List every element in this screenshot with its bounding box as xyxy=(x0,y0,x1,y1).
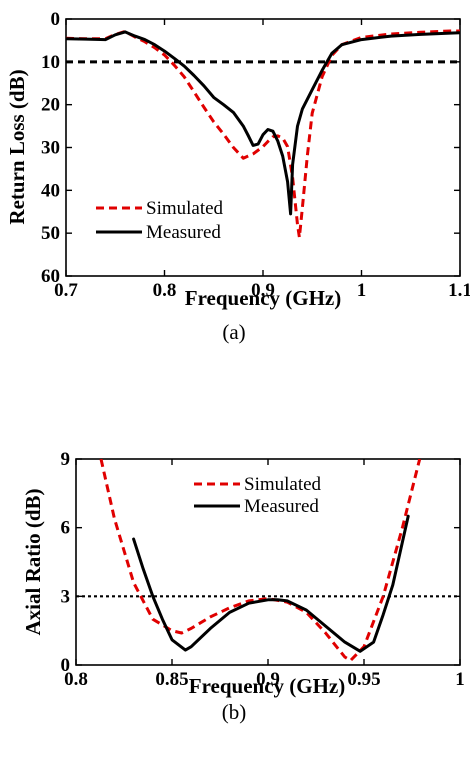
legend-label-measured: Measured xyxy=(146,222,221,243)
y-tick-label: 6 xyxy=(61,518,71,539)
y-tick-label: 3 xyxy=(61,586,71,607)
panel-caption: (a) xyxy=(222,320,245,344)
plot-area xyxy=(99,459,422,662)
series-line-measured xyxy=(132,514,410,653)
y-tick-label: 0 xyxy=(51,9,61,30)
x-tick-label: 0.9 xyxy=(251,280,275,301)
x-tick-label: 1 xyxy=(357,280,367,301)
x-tick-label: 0.8 xyxy=(153,280,177,301)
x-axis-title: Frequency (GHz) xyxy=(189,674,346,698)
legend-label-simulated: Simulated xyxy=(244,474,322,495)
x-tick-label: 1.1 xyxy=(448,280,470,301)
x-tick-label: 1 xyxy=(455,669,465,690)
x-tick-label: 0.9 xyxy=(256,669,280,690)
y-tick-label: 30 xyxy=(41,138,60,159)
plot-frame xyxy=(65,18,461,277)
y-tick-label: 20 xyxy=(41,95,60,116)
y-tick-label: 9 xyxy=(61,449,71,470)
x-tick-label: 0.7 xyxy=(54,280,78,301)
y-axis-title: Axial Ratio (dB) xyxy=(21,488,45,635)
series-line-measured xyxy=(66,30,460,216)
y-tick-label: 0 xyxy=(61,655,71,676)
x-tick-label: 0.8 xyxy=(64,669,88,690)
y-tick-label: 40 xyxy=(41,180,60,201)
legend-label-simulated: Simulated xyxy=(146,198,224,219)
x-tick-label: 0.95 xyxy=(347,669,380,690)
y-tick-label: 50 xyxy=(41,223,60,244)
x-tick-label: 0.85 xyxy=(155,669,188,690)
y-axis-title: Return Loss (dB) xyxy=(5,69,29,224)
y-tick-label: 60 xyxy=(41,266,60,287)
panel-caption: (b) xyxy=(222,700,247,724)
y-tick-label: 10 xyxy=(41,52,60,73)
plot-area xyxy=(66,29,460,239)
chart-panel-a: 0.7 0.8 0.9 1 1.1 0 10 20 30 40 50 60 Simulated Measu… xyxy=(5,9,470,344)
series-line-simulated xyxy=(66,29,460,239)
legend-label-measured: Measured xyxy=(244,496,319,517)
x-axis-title: Frequency (GHz) xyxy=(185,286,342,310)
